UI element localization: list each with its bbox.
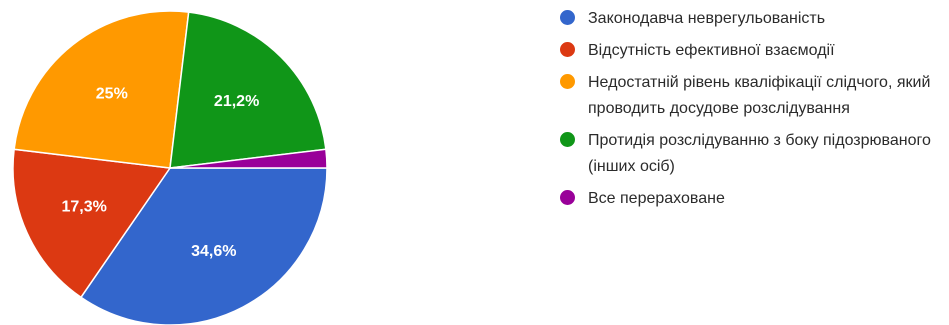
legend-item-0[interactable]: Законодавча неврегульованість	[560, 6, 940, 32]
pie-slice-label-2: 25%	[96, 85, 128, 102]
legend-item-1[interactable]: Відсутність ефективної взаємодії	[560, 38, 940, 64]
legend-label-1: Відсутність ефективної взаємодії	[588, 42, 835, 59]
legend-label-3: Протидія розслідуванню з боку підозрюван…	[588, 132, 931, 175]
legend-label-4: Все перераховане	[588, 190, 725, 207]
pie-slice-label-3: 21,2%	[214, 93, 259, 110]
legend: Законодавча неврегульованість Відсутність…	[560, 6, 940, 218]
pie-slice-label-1: 17,3%	[61, 198, 106, 215]
legend-item-4[interactable]: Все перераховане	[560, 186, 940, 212]
pie-slice-0[interactable]	[79, 167, 328, 325]
legend-swatch-2	[560, 74, 575, 89]
legend-swatch-1	[560, 42, 575, 57]
legend-swatch-3	[560, 132, 575, 147]
legend-item-2[interactable]: Недостатній рівень кваліфікації слідчого…	[560, 70, 940, 122]
pie-slice-2[interactable]	[13, 10, 190, 169]
pie-slice-3[interactable]	[169, 11, 327, 169]
legend-label-2: Недостатній рівень кваліфікації слідчого…	[588, 74, 931, 117]
pie-slice-label-0: 34,6%	[191, 243, 236, 260]
pie-slice-4[interactable]	[169, 148, 328, 169]
pie-slice-1[interactable]	[12, 148, 172, 299]
legend-swatch-0	[560, 10, 575, 25]
legend-label-0: Законодавча неврегульованість	[588, 10, 826, 27]
legend-swatch-4	[560, 190, 575, 205]
legend-item-3[interactable]: Протидія розслідуванню з боку підозрюван…	[560, 128, 940, 180]
